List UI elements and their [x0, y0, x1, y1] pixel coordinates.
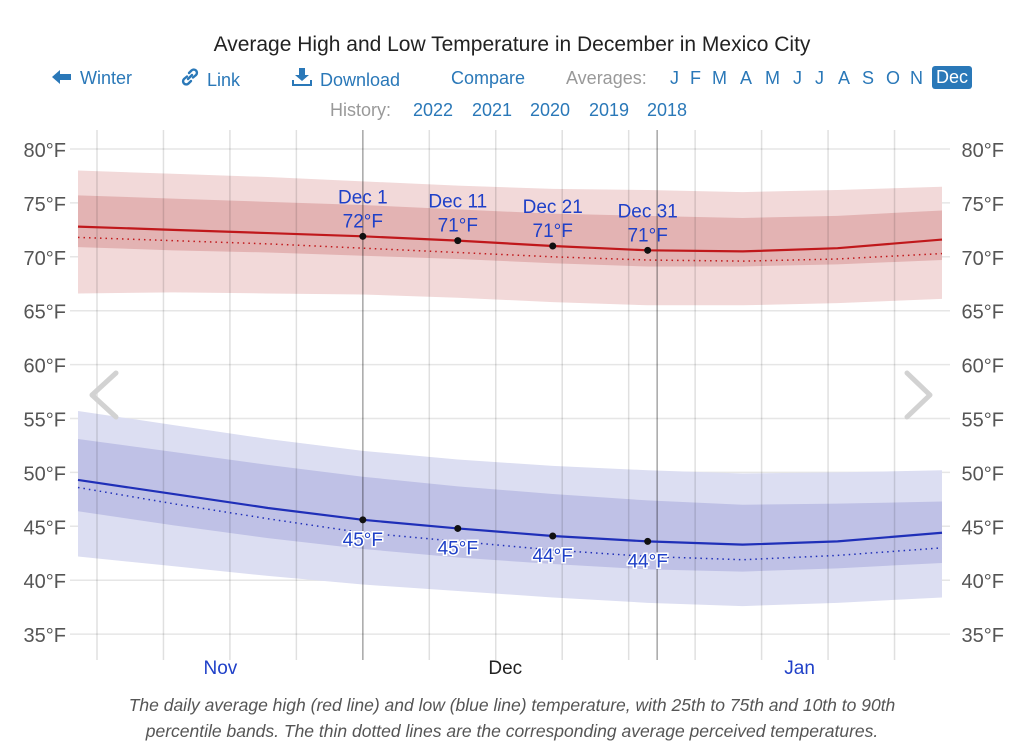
- annotation-value: 71°F: [533, 221, 573, 242]
- y-tick-label-right: 65°F: [962, 302, 1004, 324]
- data-point: [454, 237, 462, 245]
- month-axis-label: Nov: [204, 658, 238, 679]
- chevron-left-icon[interactable]: [89, 370, 119, 420]
- annotation-value: 45°F: [343, 530, 383, 551]
- month-link-6[interactable]: J: [815, 68, 824, 88]
- month-link-dec-selected[interactable]: Dec: [932, 66, 973, 89]
- high-average-line: [77, 225, 943, 253]
- winter-link-label: Winter: [80, 68, 133, 88]
- month-link-1[interactable]: F: [690, 68, 701, 88]
- link-icon: [181, 68, 199, 91]
- annotation-value: 71°F: [438, 216, 478, 237]
- month-link-4[interactable]: M: [765, 68, 780, 88]
- y-tick-label-right: 55°F: [962, 410, 1004, 432]
- y-tick-label-left: 45°F: [24, 517, 66, 539]
- y-tick-label-right: 40°F: [962, 571, 1004, 593]
- y-tick-label-left: 65°F: [24, 302, 66, 324]
- data-point: [359, 232, 367, 240]
- chart-caption: The daily average high (red line) and lo…: [0, 692, 1024, 744]
- month-link-7[interactable]: A: [838, 68, 851, 88]
- download-link[interactable]: Download: [292, 68, 400, 91]
- data-point: [454, 524, 462, 532]
- y-tick-label-left: 70°F: [24, 248, 66, 270]
- data-point: [644, 246, 652, 254]
- month-link-10[interactable]: N: [910, 68, 923, 88]
- data-point: [359, 516, 367, 524]
- month-link-8[interactable]: S: [862, 68, 875, 88]
- y-tick-label-left: 55°F: [24, 410, 66, 432]
- annotation-date: Dec 11: [428, 192, 487, 213]
- annotation-date: Dec 31: [618, 201, 678, 222]
- annotation-value: 45°F: [438, 538, 478, 559]
- temperature-chart: 80°F 80°F 75°F 75°F 70°F 70°F 65°F 65°F 60°F 60°F…: [24, 130, 1004, 679]
- annotation-date: Dec 21: [523, 197, 583, 218]
- caption-line-1: The daily average high (red line) and lo…: [128, 695, 896, 715]
- y-tick-label-right: 50°F: [962, 463, 1004, 485]
- month-link-3[interactable]: A: [740, 68, 753, 88]
- link-link-label: Link: [207, 70, 241, 90]
- history-bar: History: 2022 2021 2020 2019 2018: [0, 100, 1024, 124]
- link-link[interactable]: Link: [181, 68, 240, 91]
- month-link-9[interactable]: O: [886, 68, 901, 88]
- annotation-date: Dec 1: [338, 187, 388, 208]
- data-point: [644, 537, 652, 545]
- month-axis-label: Dec: [488, 658, 522, 679]
- arrow-left-icon: [52, 68, 72, 89]
- caption-line-2: percentile bands. The thin dotted lines …: [145, 721, 879, 741]
- y-tick-label-left: 35°F: [24, 625, 66, 647]
- history-year-2018[interactable]: 2018: [647, 100, 688, 120]
- history-year-2022[interactable]: 2022: [413, 100, 454, 120]
- download-icon: [292, 68, 312, 91]
- month-link-2[interactable]: M: [712, 68, 727, 88]
- y-tick-label-right: 45°F: [962, 517, 1004, 539]
- compare-link[interactable]: Compare: [451, 68, 526, 88]
- y-tick-label-left: 60°F: [24, 356, 66, 378]
- low-average-line: [77, 478, 943, 546]
- annotation-value: 44°F: [627, 551, 667, 572]
- chart-title: Average High and Low Temperature in Dece…: [213, 33, 811, 56]
- annotation-value: 71°F: [627, 225, 667, 246]
- download-link-label: Download: [320, 70, 401, 90]
- y-tick-label-right: 60°F: [962, 356, 1004, 378]
- y-tick-label-left: 40°F: [24, 571, 66, 593]
- high-band-25-75: [78, 195, 942, 267]
- y-tick-label-right: 35°F: [962, 625, 1004, 647]
- y-tick-label-right: 70°F: [962, 248, 1004, 270]
- low-perceived-dotted-line: [77, 486, 943, 561]
- averages-label: Averages:: [566, 68, 647, 88]
- history-year-2019[interactable]: 2019: [589, 100, 630, 120]
- month-link-5[interactable]: J: [793, 68, 802, 88]
- y-tick-label-left: 50°F: [24, 463, 66, 485]
- low-band-25-75: [78, 438, 942, 572]
- y-tick-label-left: 75°F: [24, 194, 66, 216]
- annotation-value: 44°F: [533, 546, 573, 567]
- y-tick-label-right: 80°F: [962, 140, 1004, 162]
- data-point: [549, 532, 557, 540]
- history-label: History:: [330, 100, 392, 120]
- data-point: [549, 242, 557, 250]
- nav-bar: Winter Link Download Compare Averages: J…: [0, 66, 1024, 94]
- month-link-0[interactable]: J: [670, 68, 679, 88]
- chevron-right-icon[interactable]: [904, 370, 933, 420]
- winter-link[interactable]: Winter: [52, 68, 132, 89]
- y-tick-label-left: 80°F: [24, 140, 66, 162]
- annotation-value: 72°F: [343, 211, 383, 232]
- y-tick-label-right: 75°F: [962, 194, 1004, 216]
- history-year-2021[interactable]: 2021: [472, 100, 513, 120]
- history-year-2020[interactable]: 2020: [530, 100, 571, 120]
- month-axis-label: Jan: [784, 658, 815, 679]
